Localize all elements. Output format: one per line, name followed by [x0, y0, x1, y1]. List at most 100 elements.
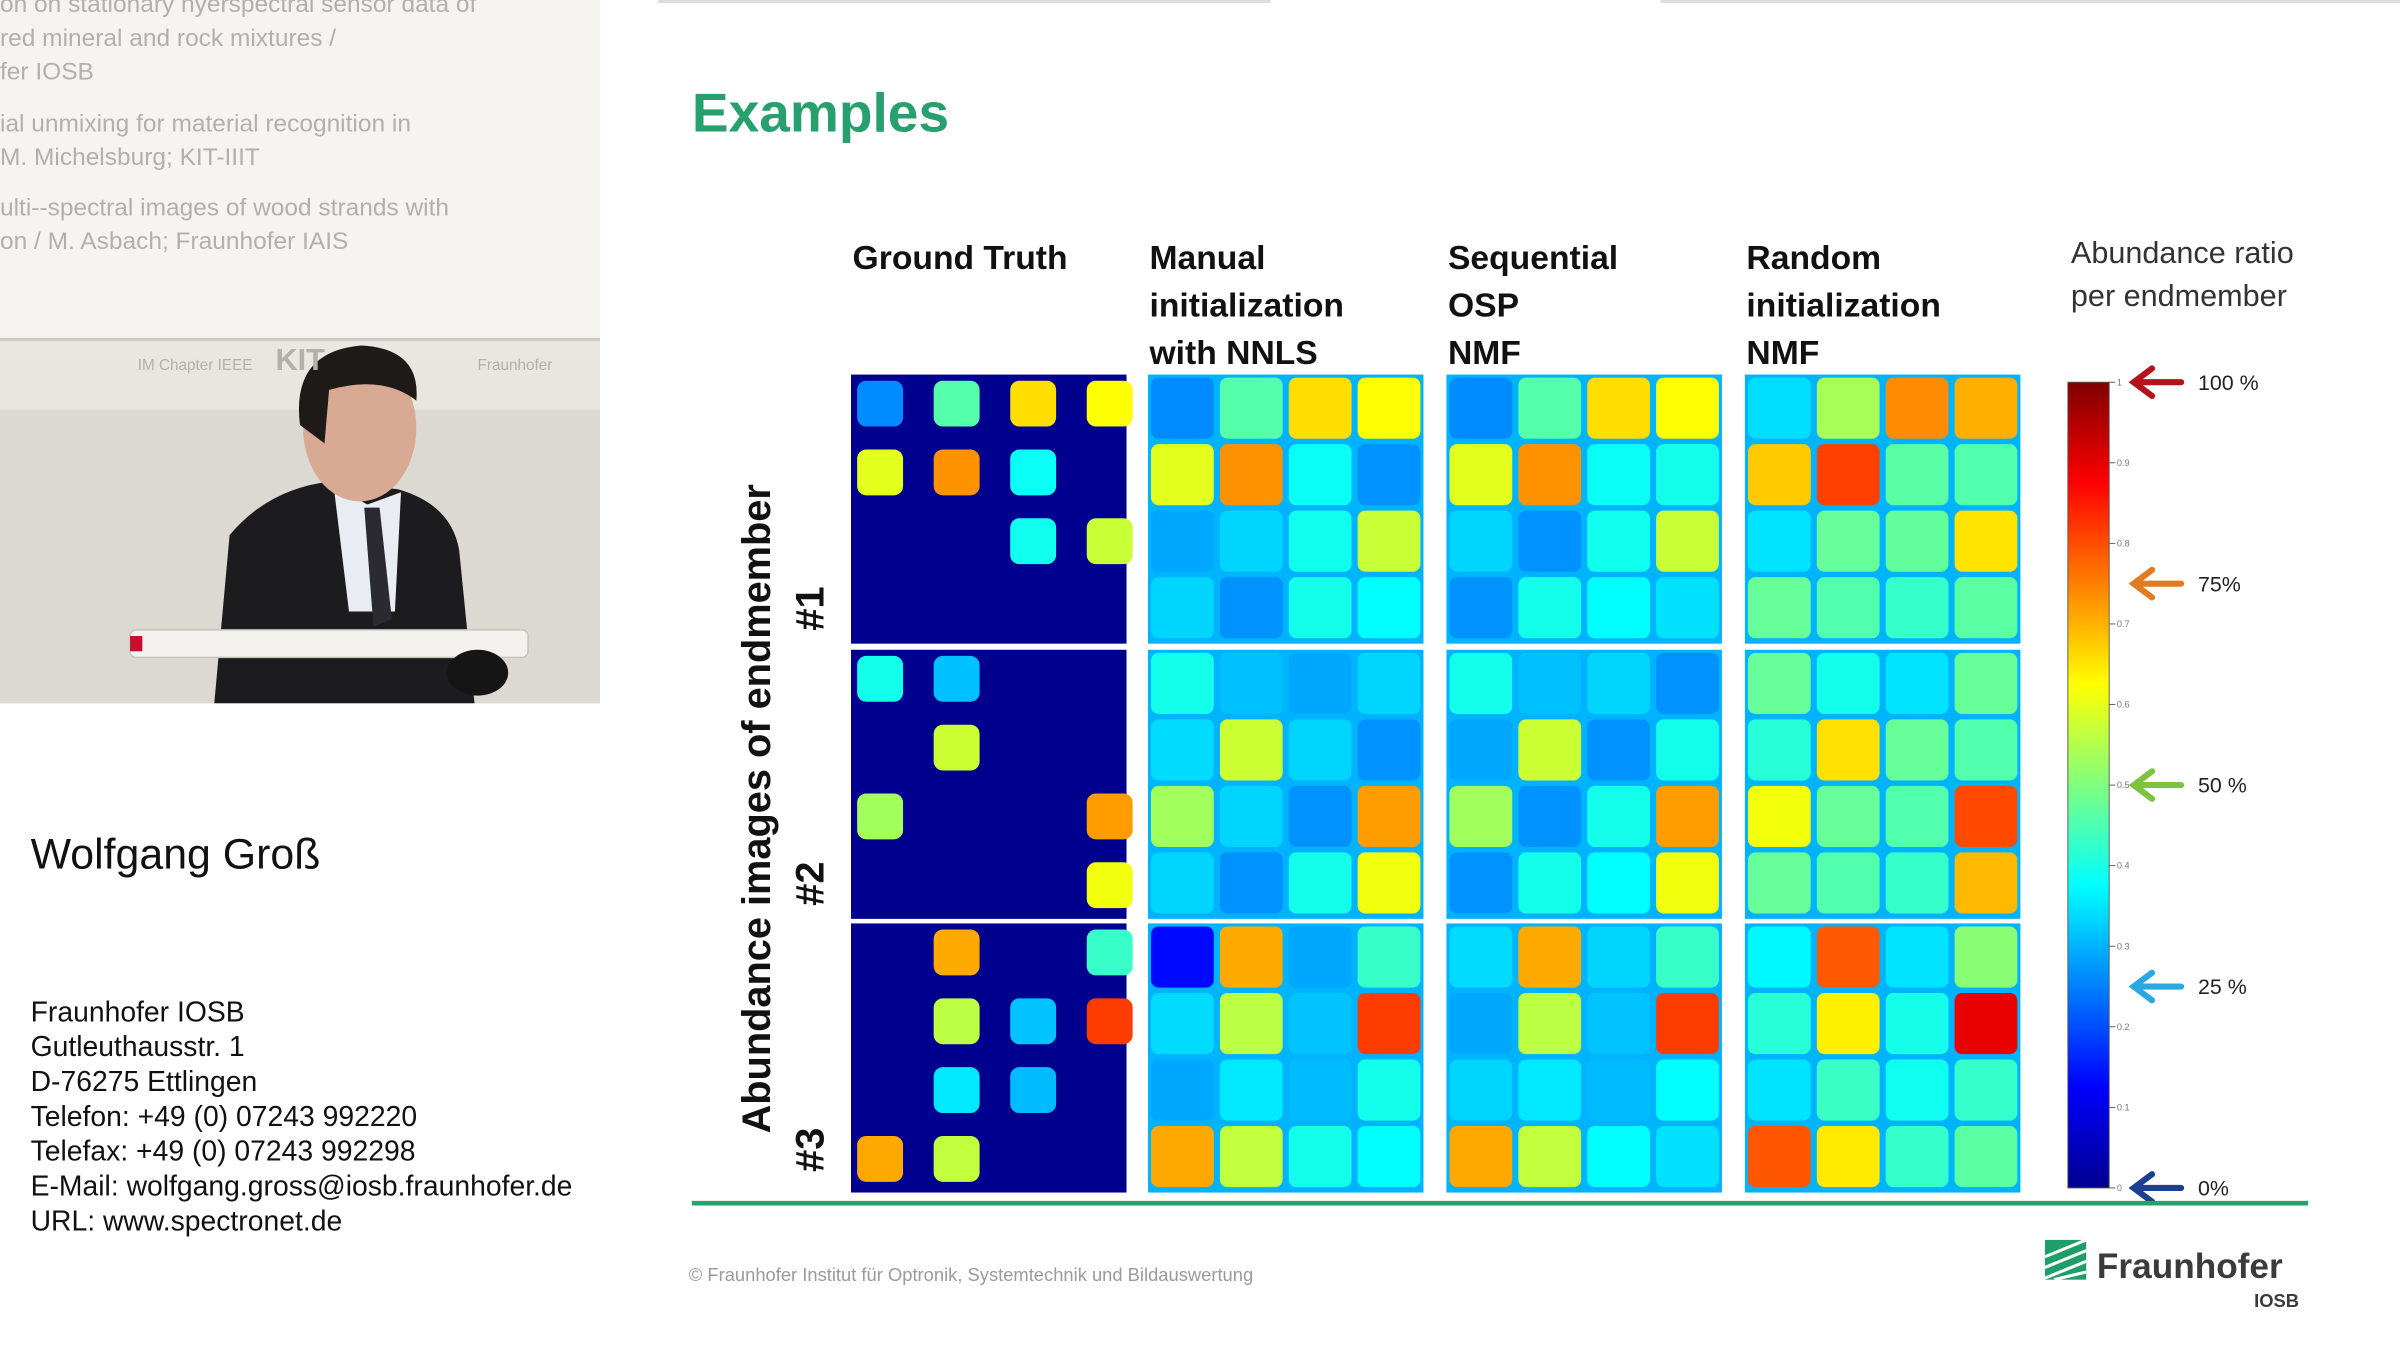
image-patch: [1885, 852, 1949, 914]
image-patch: [1010, 380, 1057, 427]
image-patch: [1151, 652, 1214, 714]
image-patch: [1219, 444, 1283, 506]
image-grid: [851, 374, 2021, 1193]
image-patch: [1587, 1126, 1650, 1188]
colorbar-arrow: [2128, 1171, 2185, 1205]
image-patch: [1816, 993, 1880, 1055]
image-patch: [1954, 926, 2018, 988]
image-patch: [1086, 518, 1133, 565]
contact-line: Telefon: +49 (0) 07243 992220: [31, 1100, 417, 1132]
image-patch: [1816, 444, 1880, 506]
image-patch: [1518, 377, 1582, 439]
image-patch: [1518, 1059, 1582, 1121]
image-patch: [1449, 577, 1513, 639]
image-patch: [1816, 510, 1880, 572]
image-patch: [1357, 926, 1421, 988]
image-patch: [1954, 785, 2018, 847]
image-patch: [933, 380, 980, 427]
contact-line: URL: www.spectronet.de: [31, 1204, 343, 1236]
speaker-name: Wolfgang Groß: [31, 830, 321, 878]
image-patch: [933, 1067, 980, 1114]
image-patch: [1587, 444, 1650, 506]
image-patch: [1656, 510, 1719, 572]
colorbar-tick-label: 0.6: [2117, 700, 2130, 710]
image-patch: [1747, 652, 1811, 714]
image-patch: [1954, 377, 2018, 439]
image-patch: [1816, 577, 1880, 639]
contact-line: E-Mail: wolfgang.gross@iosb.fraunhofer.d…: [31, 1170, 573, 1202]
image-patch: [1816, 1126, 1880, 1188]
image-patch: [1151, 926, 1214, 988]
image-patch: [1656, 652, 1719, 714]
image-patch: [1885, 1126, 1949, 1188]
image-patch: [857, 449, 904, 496]
image-patch: [1086, 929, 1133, 976]
image-patch: [1288, 444, 1352, 506]
image-patch: [1656, 444, 1719, 506]
image-patch: [1954, 444, 2018, 506]
image-patch: [1010, 1067, 1057, 1114]
colorbar-tick-label: 0.2: [2117, 1022, 2130, 1032]
image-patch: [1954, 652, 2018, 714]
abundance-image: [1446, 923, 1722, 1193]
abundance-image: [1147, 923, 1424, 1193]
colorbar-tick-label: 0.9: [2117, 458, 2130, 468]
video-slide-line: on / M. Asbach; Fraunhofer IAIS: [0, 228, 348, 255]
image-patch: [1086, 862, 1133, 909]
image-patch: [1086, 380, 1133, 427]
image-patch: [1288, 719, 1352, 781]
image-patch: [1219, 652, 1283, 714]
image-patch: [1449, 652, 1513, 714]
image-patch: [1954, 719, 2018, 781]
image-patch: [1747, 926, 1811, 988]
column-header: Random: [1746, 240, 1881, 277]
image-patch: [1219, 377, 1283, 439]
column-header: with NNLS: [1148, 335, 1317, 372]
image-patch: [1885, 785, 1949, 847]
image-patch: [1219, 926, 1283, 988]
image-patch: [1449, 1126, 1513, 1188]
image-patch: [1219, 510, 1283, 572]
logo: Fraunhofer IOSB: [2044, 1238, 2299, 1311]
abundance-image: [1744, 374, 2021, 644]
image-patch: [933, 724, 980, 771]
column-header: Manual: [1149, 240, 1265, 277]
image-patch: [1816, 926, 1880, 988]
colorbar-arrow: [2128, 566, 2185, 601]
colorbar-arrow: [2128, 365, 2185, 400]
image-patch: [1885, 719, 1949, 781]
image-patch: [1656, 785, 1719, 847]
image-patch: [1288, 577, 1352, 639]
image-patch: [1357, 1059, 1421, 1121]
image-patch: [1954, 1126, 2018, 1188]
image-patch: [1587, 510, 1650, 572]
image-patch: [1288, 926, 1352, 988]
image-patch: [1357, 852, 1421, 914]
image-patch: [1357, 444, 1421, 506]
colorbar-marker-label: 0%: [2198, 1177, 2229, 1201]
image-patch: [933, 1135, 980, 1182]
image-patch: [857, 1135, 904, 1182]
image-patch: [1587, 993, 1650, 1055]
slide-title: Examples: [692, 82, 949, 144]
video-logo: Fraunhofer: [478, 357, 553, 374]
video-slide-line: on on stationary hyerspectral sensor dat…: [0, 0, 477, 18]
image-patch: [1747, 852, 1811, 914]
lectern-light: [130, 636, 143, 652]
column-header: NMF: [1448, 335, 1521, 372]
image-patch: [1954, 993, 2018, 1055]
image-patch: [1954, 510, 2018, 572]
footer: © Fraunhofer Institut für Optronik, Syst…: [689, 1264, 1253, 1285]
contact-line: D-76275 Ettlingen: [31, 1065, 258, 1097]
image-patch: [933, 655, 980, 702]
column-header: Ground Truth: [853, 240, 1068, 277]
image-patch: [1288, 852, 1352, 914]
image-patch: [1151, 510, 1214, 572]
image-patch: [1219, 1059, 1283, 1121]
image-patch: [1954, 1059, 2018, 1121]
image-patch: [1885, 652, 1949, 714]
image-patch: [1656, 377, 1719, 439]
microphone: [446, 649, 509, 696]
